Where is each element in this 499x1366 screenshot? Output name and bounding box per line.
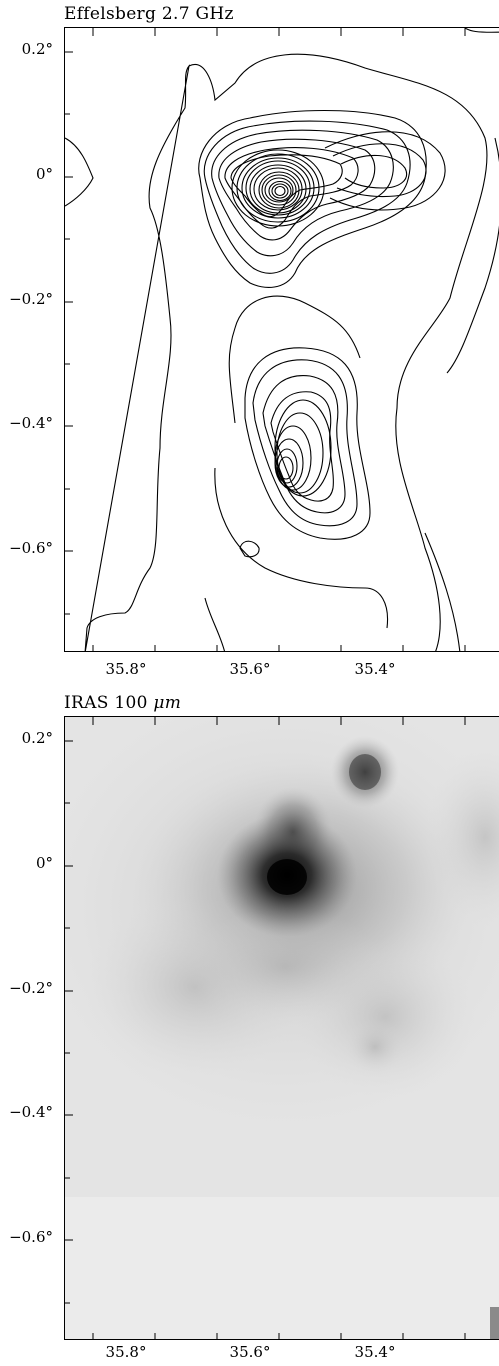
iras-y-tick-label: −0.4° <box>9 1103 53 1121</box>
radio-panel-title: Effelsberg 2.7 GHz <box>64 4 234 24</box>
radio-y-tick-label: −0.2° <box>9 290 53 308</box>
iras-y-tick-label: 0.2° <box>21 729 53 747</box>
radio-x-tick-label: 35.4° <box>354 660 396 678</box>
iras-y-tick-label: −0.2° <box>9 979 53 997</box>
radio-y-tick-label: 0.2° <box>21 40 53 58</box>
radio-x-tick-label: 35.6° <box>229 660 271 678</box>
radio-y-tick-label: −0.4° <box>9 414 53 432</box>
iras-plot-area <box>64 716 499 1340</box>
iras-x-tick-label: 35.6° <box>229 1343 271 1361</box>
iras-title-text: IRAS 100 <box>64 693 154 713</box>
iras-title-unit: μm <box>153 693 182 713</box>
radio-ticks <box>65 28 466 651</box>
iras-x-tick-label: 35.4° <box>354 1343 396 1361</box>
radio-panel: Effelsberg 2.7 GHz 0.2° 0° −0.2° −0.4° −… <box>9 4 499 678</box>
radio-x-tick-label: 35.8° <box>105 660 147 678</box>
iras-ticks <box>65 717 466 1339</box>
iras-grayscale-image <box>65 717 499 1339</box>
iras-x-tick-label: 35.8° <box>105 1343 147 1361</box>
radio-contour-map <box>65 28 499 651</box>
iras-y-tick-label: 0° <box>35 854 53 872</box>
radio-y-tick-label: 0° <box>35 165 53 183</box>
radio-y-tick-label: −0.6° <box>9 539 53 557</box>
radio-plot-area <box>64 27 499 652</box>
iras-y-tick-label: −0.6° <box>9 1228 53 1246</box>
iras-panel-title: IRAS 100 μm <box>64 693 181 713</box>
iras-panel: IRAS 100 μm 0.2° 0° −0.2° −0.4° −0.6° <box>0 683 499 1366</box>
contour-outer <box>84 53 488 651</box>
